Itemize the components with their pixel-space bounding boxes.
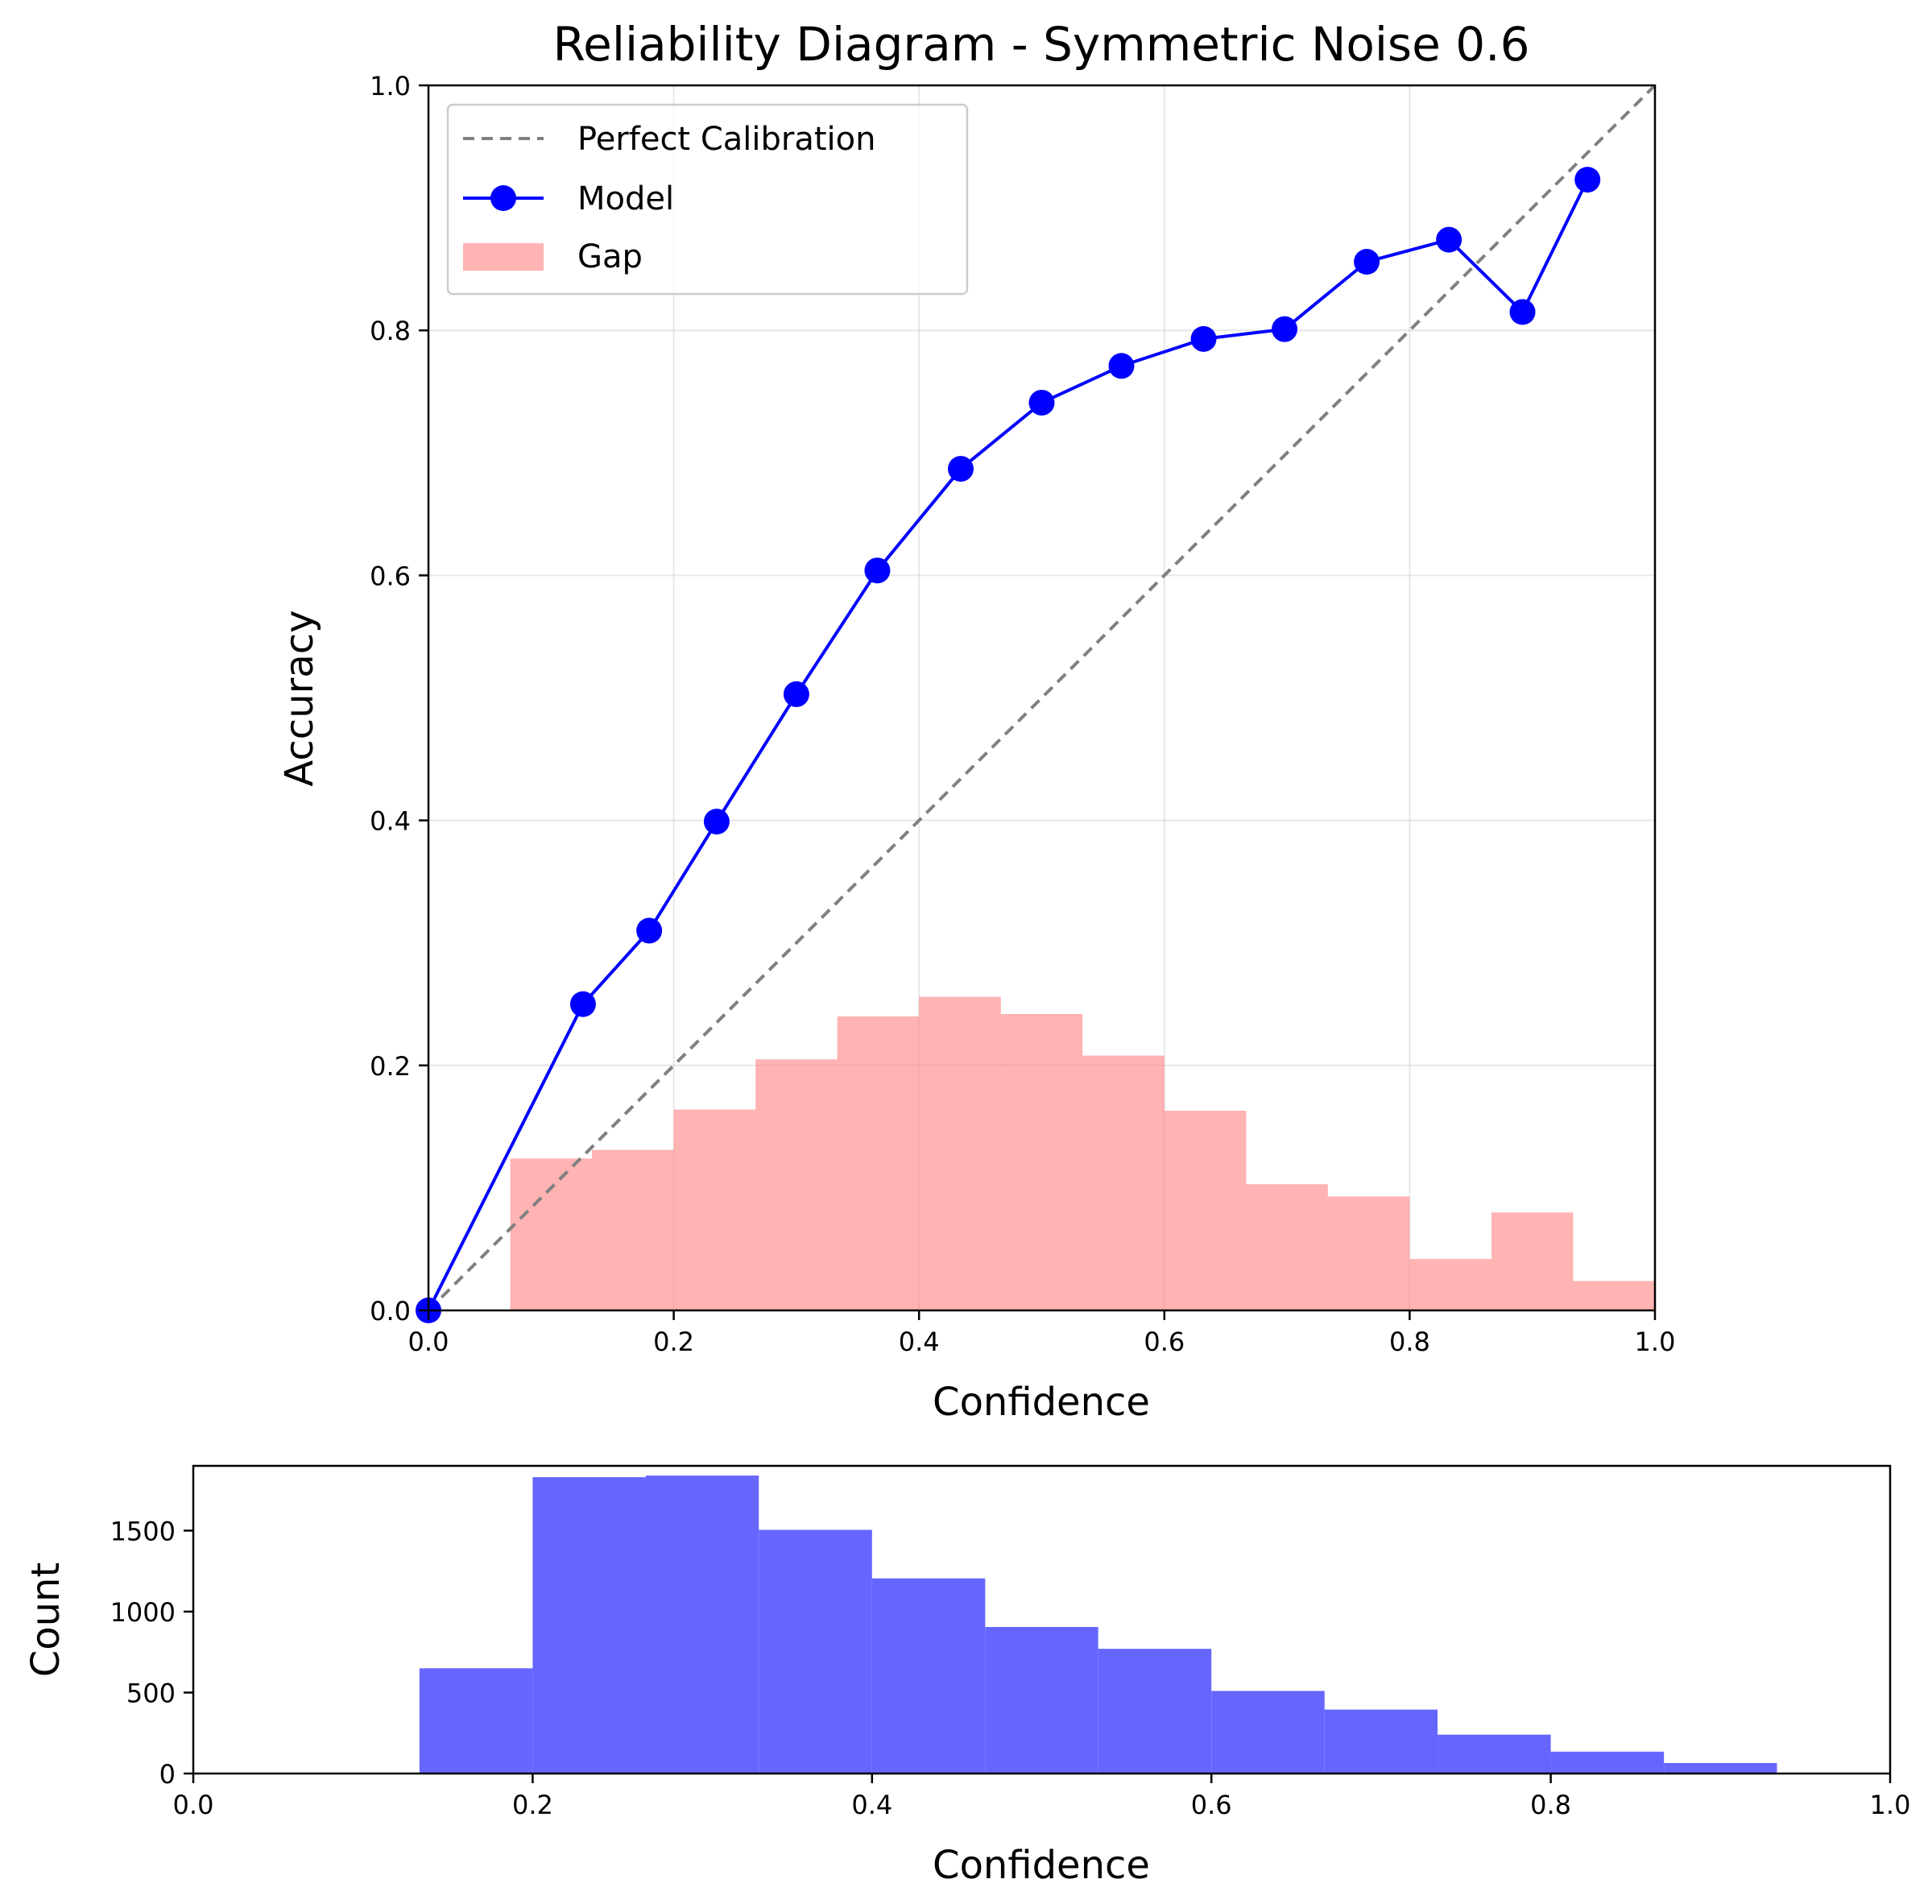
y-axis-title: Accuracy [277,610,322,786]
histogram-bar [1664,1762,1777,1774]
x-tick-label: 0.8 [1389,1327,1430,1357]
model-point [1354,249,1380,275]
histogram-bar [1098,1649,1212,1774]
legend-box [446,103,969,296]
gap-bar [510,1158,593,1310]
hist-y-tick-label: 500 [126,1678,176,1708]
y-tick-label: 0.2 [370,1051,411,1082]
histogram-bar [1550,1751,1665,1774]
legend-label-perfect-calibration: Perfect Calibration [577,121,875,158]
gap-bar [1246,1184,1328,1310]
gap-bar [592,1149,674,1310]
hist-x-tick-label: 0.2 [512,1790,553,1820]
chart-title: Reliability Diagram - Symmetric Noise 0.… [552,17,1529,72]
reliability-chart: Reliability Diagram - Symmetric Noise 0.… [277,17,1675,1425]
gap-bar [1573,1281,1655,1310]
gap-bar [1409,1259,1491,1310]
model-point [703,809,730,835]
hist-y-tick-label: 1000 [110,1597,176,1628]
model-point [864,557,891,584]
y-tick-label: 0.4 [370,806,411,837]
legend-swatch-gap [463,243,544,271]
histogram-bar [1438,1734,1551,1774]
histogram-bar [1211,1691,1325,1774]
hist-y-axis-ticks: 0 500 1000 1500 [110,1516,193,1790]
x-tick-label: 0.0 [408,1327,449,1357]
histogram-bar [532,1477,646,1774]
model-point [1436,226,1462,253]
y-tick-label: 0.6 [370,561,411,591]
model-point [636,917,663,944]
histogram-chart: 0.0 0.2 0.4 0.6 0.8 1.0 0 500 1000 1500 Confiden… [23,1464,1911,1888]
histogram-bar [759,1529,872,1774]
hist-plot-frame [192,1464,1892,1775]
model-point [1509,299,1536,325]
gap-bar [1082,1055,1165,1310]
legend-label-model: Model [577,180,674,217]
x-tick-label: 0.4 [899,1327,940,1357]
hist-y-axis-title: Count [23,1563,68,1678]
histogram-bar [419,1668,533,1774]
x-axis-ticks: 0.0 0.2 0.4 0.6 0.8 1.0 [408,1310,1676,1357]
histogram-bar [645,1476,759,1774]
histogram-bars [419,1476,1777,1774]
gap-bars [510,996,1655,1310]
hist-y-tick-label: 1500 [110,1516,176,1546]
model-point [947,456,974,482]
hist-x-tick-label: 0.8 [1530,1790,1571,1820]
x-axis-title: Confidence [933,1380,1150,1425]
histogram-bar [985,1627,1098,1774]
y-axis-ticks: 0.0 0.2 0.4 0.6 0.8 1.0 [370,71,428,1327]
gap-bar [755,1059,838,1310]
histogram-bar [1324,1709,1438,1774]
hist-x-tick-label: 0.4 [851,1790,892,1820]
gap-bar [1000,1013,1083,1310]
hist-x-tick-label: 0.6 [1191,1790,1232,1820]
hist-x-tick-label: 0.0 [173,1790,214,1820]
model-point [783,681,809,707]
model-point [1574,167,1601,193]
hist-x-axis-title: Confidence [933,1843,1150,1888]
histogram-bar [871,1578,986,1774]
hist-y-tick-label: 0 [159,1759,176,1790]
gap-bar [673,1109,756,1310]
hist-x-axis-ticks: 0.0 0.2 0.4 0.6 0.8 1.0 [173,1774,1911,1820]
gap-bar [1491,1212,1574,1310]
y-tick-label: 1.0 [370,71,411,101]
x-tick-label: 0.6 [1144,1327,1185,1357]
model-point [1190,325,1217,352]
model-points [416,167,1601,1323]
x-tick-label: 0.2 [653,1327,694,1357]
legend-swatch-model-marker [490,185,516,211]
perfect-calibration-line [427,84,1657,1312]
model-point [1272,316,1298,342]
model-point [569,991,596,1017]
gap-bar [837,1016,920,1310]
y-tick-label: 0.8 [370,316,411,346]
model-point [1028,389,1055,416]
gap-bar [1164,1111,1247,1310]
x-tick-label: 1.0 [1635,1327,1676,1357]
hist-x-tick-label: 1.0 [1870,1790,1911,1820]
legend-label-gap: Gap [577,238,643,275]
gap-bar [1327,1196,1410,1310]
legend: Perfect Calibration Model Gap [446,103,969,296]
plot-frame [427,84,1657,1312]
y-tick-label: 0.0 [370,1296,411,1327]
model-point [1108,353,1135,379]
gap-bar [919,996,1001,1310]
